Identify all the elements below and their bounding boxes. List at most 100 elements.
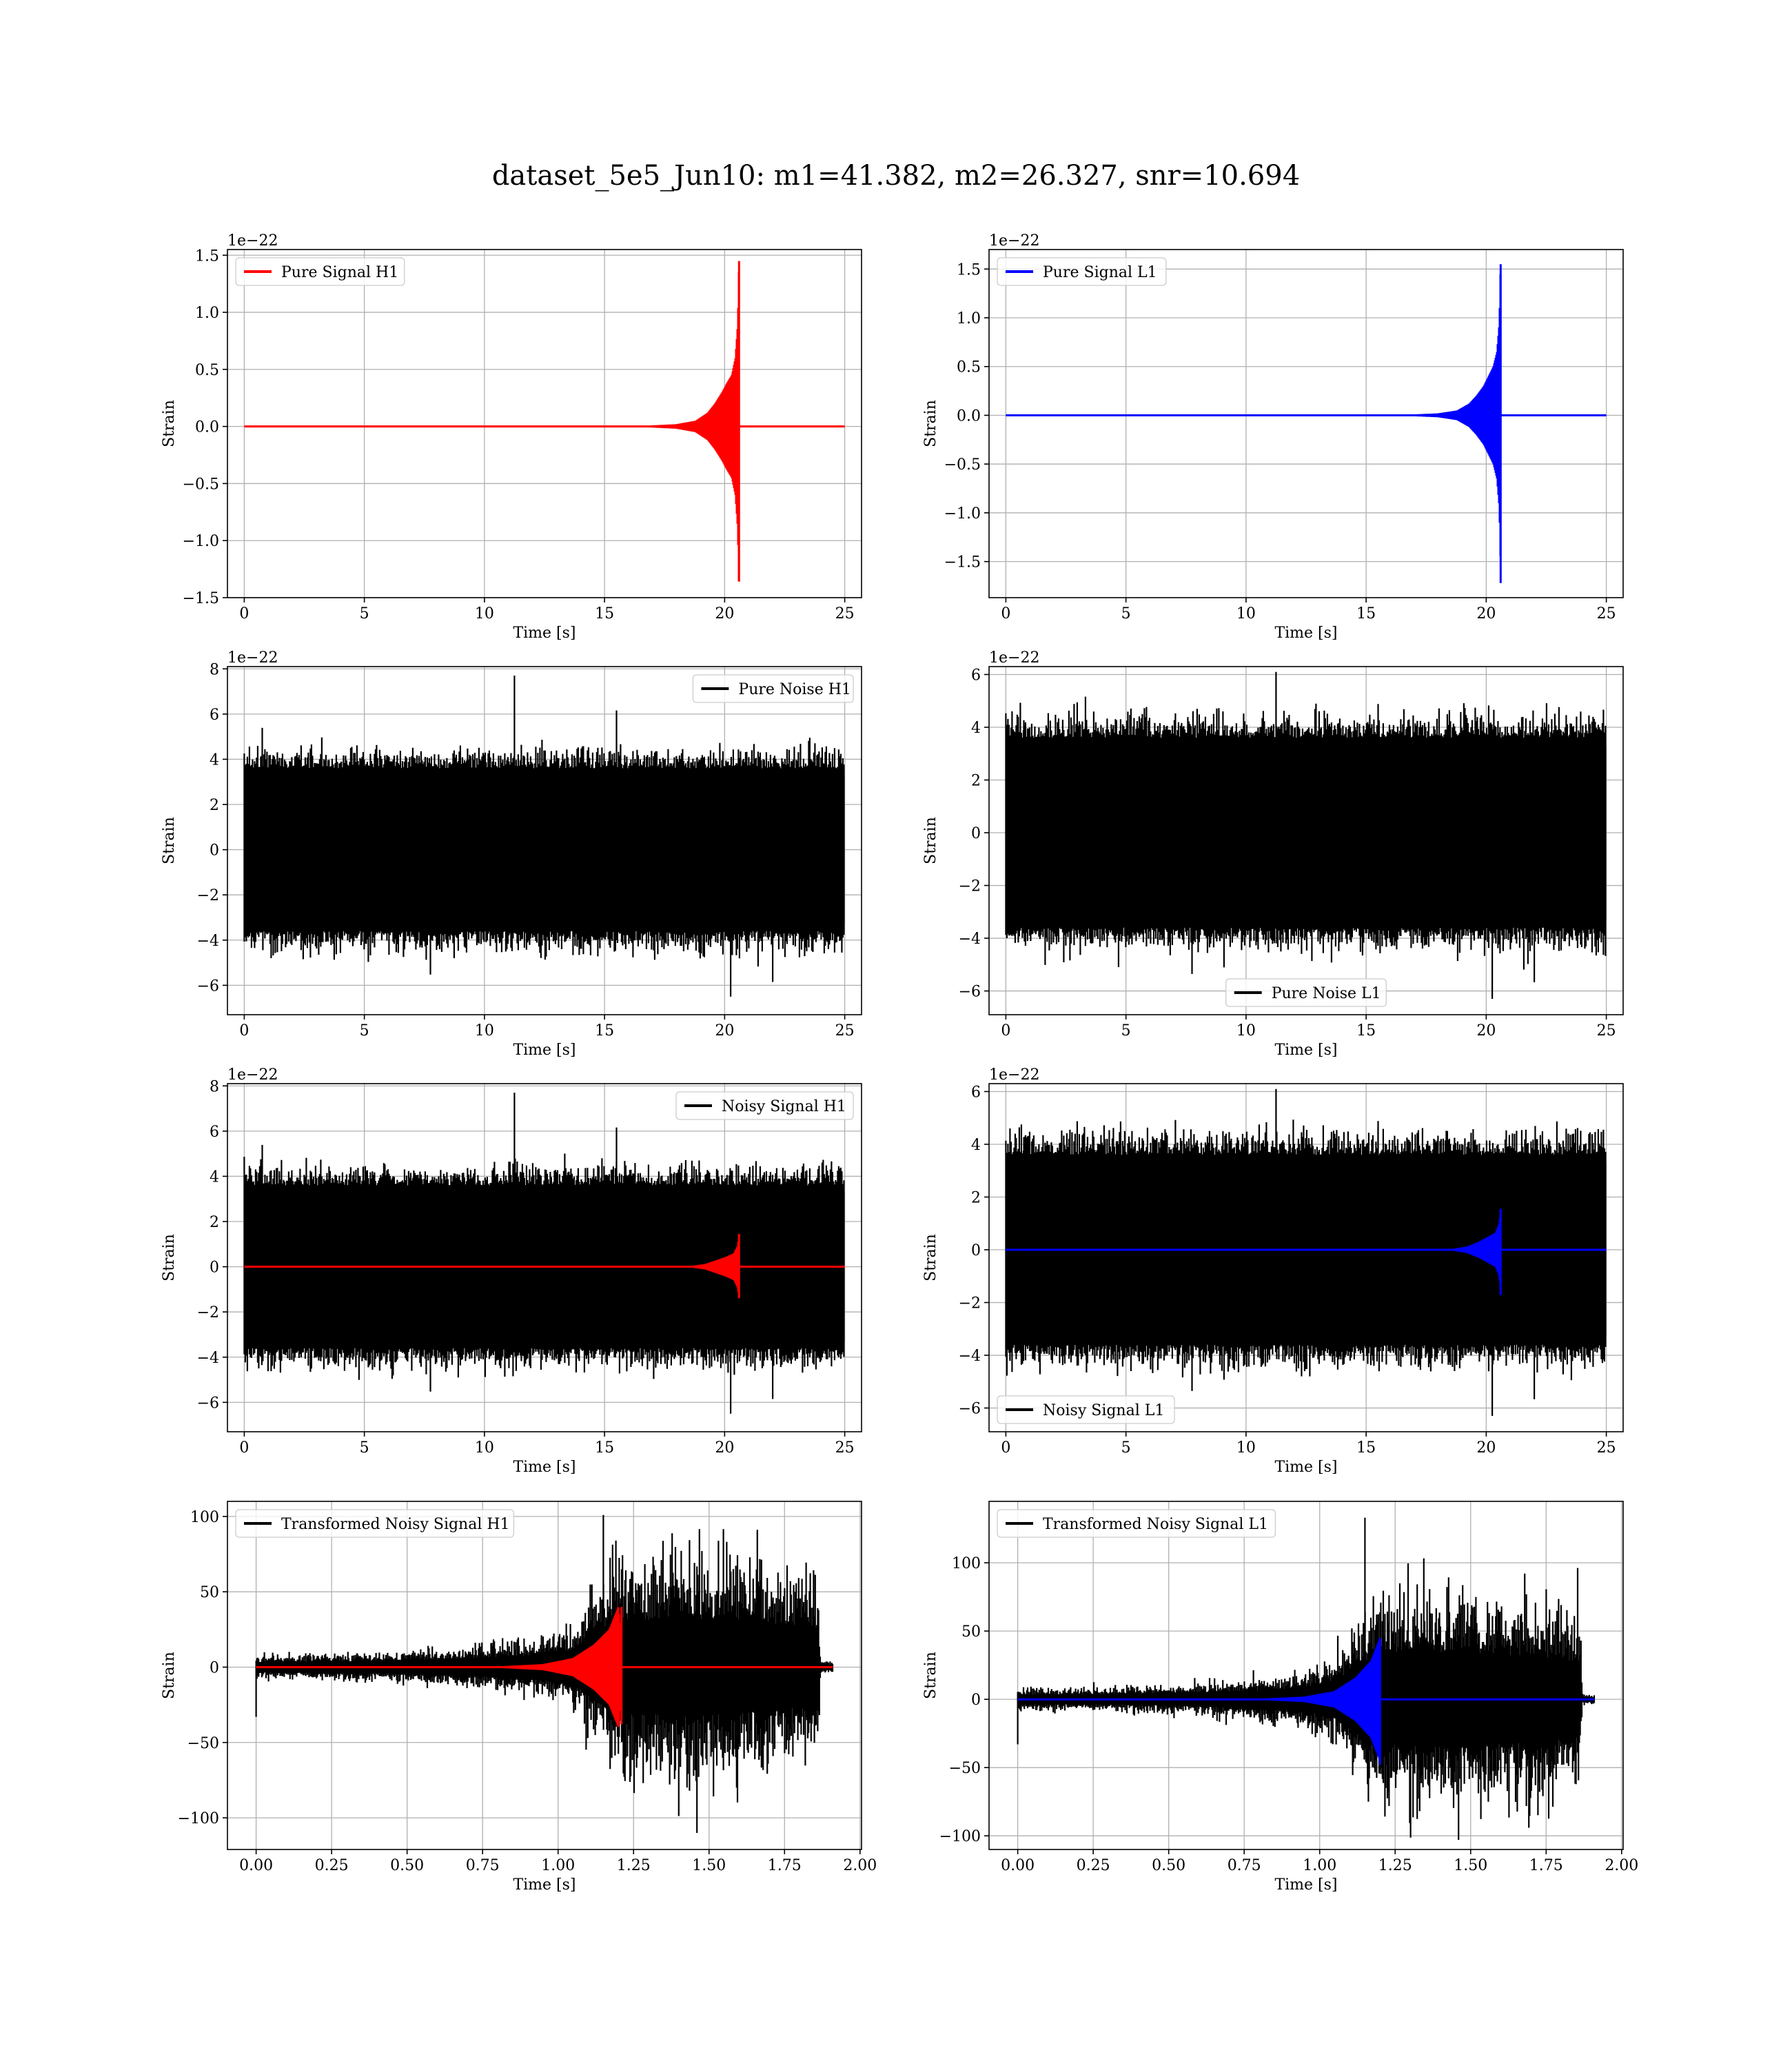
pure-signal-l1-series-0-line	[1006, 264, 1607, 583]
pure-signal-h1-ytick-label-2: −0.5	[183, 476, 219, 493]
noisy-signal-h1-xtick-label-4: 20	[715, 1439, 734, 1457]
pure-signal-h1-grid	[227, 250, 862, 598]
pure-signal-h1-ytick-label-6: 1.5	[195, 247, 219, 265]
pure-noise-h1-ytick-label-3: 0	[210, 842, 219, 860]
noisy-signal-l1-legend-label: Noisy Signal L1	[1043, 1402, 1164, 1419]
transformed-noisy-signal-h1-data	[255, 1514, 834, 1833]
pure-signal-l1-ytick-label-2: −0.5	[944, 456, 981, 474]
pure-signal-h1-legend-label: Pure Signal H1	[281, 264, 398, 281]
transformed-noisy-signal-h1-series-0-line	[255, 1514, 834, 1833]
pure-signal-l1-ytick-label-6: 1.5	[957, 261, 981, 278]
noisy-signal-l1-ylabel: Strain	[922, 1234, 939, 1281]
transformed-noisy-signal-l1-legend-box	[997, 1509, 1276, 1538]
noisy-signal-h1-ytick-label-7: 8	[210, 1078, 219, 1095]
noisy-signal-h1-ylabel: Strain	[161, 1234, 178, 1281]
noisy-signal-l1-ytick-label-3: 0	[971, 1242, 981, 1259]
pure-noise-h1-panel: 0 5 10 15 20 25 −6 −4 −2 0 2 4 6 8 Time [s] Strain 1e−22…	[161, 649, 862, 1059]
noisy-signal-l1-ytick-label-2: −2	[959, 1295, 981, 1312]
pure-signal-l1-frame	[988, 249, 1624, 598]
pure-signal-h1-legend-box	[235, 257, 405, 286]
pure-noise-h1-ytick-label-7: 8	[210, 661, 219, 678]
pure-signal-l1-xlabel: Time [s]	[1274, 625, 1337, 642]
pure-signal-h1-legend: Pure Signal H1	[235, 257, 405, 286]
pure-noise-h1-legend-label: Pure Noise H1	[738, 681, 851, 698]
transformed-noisy-signal-h1-xtick-label-0: 0.00	[239, 1857, 273, 1874]
pure-signal-l1-xtick-label-4: 20	[1476, 605, 1496, 622]
transformed-noisy-signal-l1-ytick-label-3: 50	[961, 1623, 981, 1641]
noisy-signal-h1-data	[243, 1093, 845, 1414]
pure-noise-l1-legend-label: Pure Noise L1	[1272, 985, 1381, 1002]
pure-noise-l1-ytick-label-6: 6	[971, 667, 981, 684]
noisy-signal-l1-xtick-label-0: 0	[1001, 1439, 1010, 1457]
transformed-noisy-signal-h1-xtick-label-6: 1.50	[692, 1857, 726, 1874]
transformed-noisy-signal-l1-ytick-label-2: 0	[971, 1692, 981, 1709]
pure-noise-h1-ticks	[223, 668, 846, 1020]
transformed-noisy-signal-h1-legend-box	[235, 1509, 515, 1538]
transformed-noisy-signal-l1-xtick-label-8: 2.00	[1605, 1857, 1638, 1874]
pure-signal-h1-panel: 0 5 10 15 20 25 −1.5 −1.0 −0.5 0.0 0.5 1.0 1.5 Time […	[161, 232, 862, 642]
transformed-noisy-signal-l1-ytick-label-1: −50	[949, 1760, 981, 1777]
transformed-noisy-signal-h1-ytick-label-1: −50	[187, 1735, 219, 1752]
transformed-noisy-signal-l1-xtick-label-2: 0.50	[1152, 1857, 1185, 1874]
transformed-noisy-signal-h1-ytick-label-4: 100	[190, 1509, 219, 1526]
pure-signal-l1-ytick-label-3: 0.0	[957, 407, 981, 425]
transformed-noisy-signal-h1-xtick-label-8: 2.00	[843, 1857, 877, 1874]
transformed-noisy-signal-l1-data	[1017, 1517, 1596, 1841]
noisy-signal-l1-series-0-line	[1005, 1088, 1607, 1416]
pure-signal-l1-data	[1006, 264, 1607, 583]
transformed-noisy-signal-l1-xtick-label-3: 0.75	[1228, 1857, 1261, 1874]
noisy-signal-l1-xlabel: Time [s]	[1274, 1459, 1337, 1476]
noisy-signal-h1-series-1-line	[244, 1234, 845, 1299]
pure-signal-h1-ytick-label-4: 0.5	[195, 362, 219, 379]
pure-noise-l1-ytick-label-3: 0	[971, 825, 981, 842]
transformed-noisy-signal-l1-legend-label: Transformed Noisy Signal L1	[1043, 1516, 1268, 1533]
transformed-noisy-signal-l1-ytick-label-4: 100	[952, 1555, 981, 1572]
pure-noise-h1-xlabel: Time [s]	[513, 1042, 576, 1059]
noisy-signal-l1-data	[1005, 1088, 1607, 1416]
pure-noise-l1-xtick-label-4: 20	[1476, 1022, 1496, 1040]
pure-signal-l1-legend-box	[997, 257, 1167, 286]
noisy-signal-l1-frame	[988, 1083, 1624, 1432]
transformed-noisy-signal-h1-ticks	[223, 1516, 861, 1854]
pure-signal-h1-frame	[227, 249, 862, 598]
pure-noise-l1-ytick-label-0: −6	[959, 984, 981, 1001]
transformed-noisy-signal-l1-legend: Transformed Noisy Signal L1	[997, 1509, 1276, 1538]
transformed-noisy-signal-h1-ytick-label-3: 50	[200, 1584, 219, 1601]
pure-noise-h1-ylabel: Strain	[161, 817, 178, 864]
pure-signal-h1-ytick-label-0: −1.5	[183, 590, 219, 607]
pure-signal-l1-ytick-label-4: 0.5	[957, 359, 981, 376]
pure-signal-l1-xtick-label-2: 10	[1236, 605, 1256, 622]
noisy-signal-h1-xtick-label-0: 0	[239, 1439, 249, 1457]
noisy-signal-h1-ytick-label-4: 2	[210, 1214, 219, 1231]
pure-signal-h1-xtick-label-5: 25	[835, 605, 855, 622]
pure-signal-h1-xtick-label-0: 0	[239, 605, 249, 622]
noisy-signal-h1-ytick-label-6: 6	[210, 1124, 219, 1141]
pure-signal-h1-ytick-label-3: 0.0	[195, 419, 219, 436]
transformed-noisy-signal-l1-xlabel: Time [s]	[1274, 1876, 1337, 1894]
noisy-signal-h1-xtick-label-5: 25	[835, 1439, 855, 1457]
noisy-signal-l1-xtick-label-1: 5	[1121, 1439, 1131, 1457]
pure-noise-l1-panel: 0 5 10 15 20 25 −6 −4 −2 0 2 4 6 Time [s] Strain 1e−22 P…	[922, 649, 1624, 1059]
pure-signal-h1-xtick-label-3: 15	[595, 605, 614, 622]
noisy-signal-l1-panel: 0 5 10 15 20 25 −6 −4 −2 0 2 4 6 Time [s] Strain 1e−22 N…	[922, 1066, 1624, 1476]
pure-signal-l1-legend-label: Pure Signal L1	[1043, 264, 1157, 281]
pure-signal-l1-xtick-label-5: 25	[1597, 605, 1616, 622]
noisy-signal-h1-ytick-label-1: −4	[197, 1350, 219, 1367]
transformed-noisy-signal-h1-xtick-label-4: 1.00	[541, 1857, 575, 1874]
transformed-noisy-signal-h1-legend: Transformed Noisy Signal H1	[235, 1509, 515, 1538]
transformed-noisy-signal-h1-xtick-label-1: 0.25	[315, 1857, 349, 1874]
pure-noise-l1-ytick-label-5: 4	[971, 720, 981, 737]
pure-noise-l1-series-0-line	[1005, 671, 1607, 999]
pure-signal-l1-ylabel: Strain	[922, 400, 939, 447]
transformed-noisy-signal-h1-frame	[227, 1501, 862, 1850]
transformed-noisy-signal-h1-xtick-label-3: 0.75	[466, 1857, 500, 1874]
noisy-signal-l1-ytick-label-6: 6	[971, 1084, 981, 1101]
transformed-noisy-signal-h1-legend-label: Transformed Noisy Signal H1	[281, 1516, 510, 1533]
transformed-noisy-signal-l1-xtick-label-7: 1.75	[1529, 1857, 1563, 1874]
transformed-noisy-signal-l1-xtick-label-1: 0.25	[1077, 1857, 1110, 1874]
pure-noise-l1-xtick-label-0: 0	[1001, 1022, 1010, 1040]
transformed-noisy-signal-h1-xtick-label-2: 0.50	[390, 1857, 424, 1874]
pure-noise-h1-xtick-label-5: 25	[835, 1022, 855, 1040]
noisy-signal-l1-legend: Noisy Signal L1	[997, 1395, 1175, 1424]
transformed-noisy-signal-h1-xtick-label-5: 1.25	[617, 1857, 651, 1874]
